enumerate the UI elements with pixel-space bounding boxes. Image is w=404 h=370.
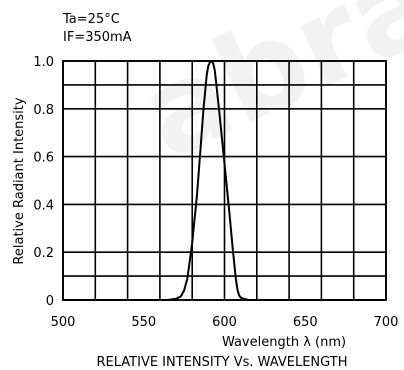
x-tick-label: 500 — [51, 315, 76, 330]
y-tick-label: 1.0 — [33, 55, 54, 70]
x-tick-label: 650 — [293, 315, 318, 330]
plot-frame — [62, 60, 387, 301]
x-tick-label: 550 — [131, 315, 156, 330]
y-tick-label: 0 — [46, 294, 54, 309]
y-axis-label: Relative Radiant Intensity — [12, 97, 27, 264]
x-tick-labels: 500 550 600 650 700 — [51, 315, 399, 330]
chart-title: RELATIVE INTENSITY Vs. WAVELENGTH — [97, 355, 348, 370]
condition-temperature: Ta=25°C — [62, 12, 120, 27]
y-tick-labels: 0 0.2 0.4 0.6 0.8 1.0 — [33, 55, 54, 309]
y-tick-label: 0.6 — [33, 151, 54, 166]
watermark: abra — [121, 0, 404, 187]
y-tick-label: 0.2 — [33, 246, 54, 261]
x-axis-label: Wavelength λ (nm) — [222, 335, 346, 350]
x-tick-label: 700 — [374, 315, 399, 330]
series-line — [63, 60, 386, 301]
y-tick-label: 0.8 — [33, 103, 54, 118]
x-tick-label: 600 — [212, 315, 237, 330]
condition-current: IF=350mA — [63, 30, 132, 45]
series-layer — [63, 60, 386, 301]
y-tick-label: 0.4 — [33, 198, 54, 213]
